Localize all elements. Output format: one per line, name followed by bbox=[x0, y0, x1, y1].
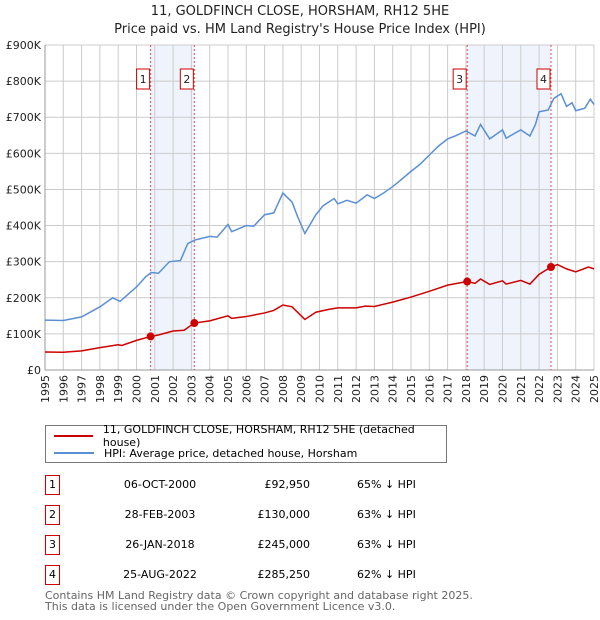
sale-point bbox=[546, 262, 555, 271]
y-tick-label: £400K bbox=[6, 220, 42, 233]
shaded-range bbox=[467, 45, 551, 370]
x-tick-label: 2006 bbox=[240, 375, 253, 403]
chart-title: 11, GOLDFINCH CLOSE, HORSHAM, RH12 5HE bbox=[150, 4, 450, 19]
series-line-property bbox=[44, 263, 595, 354]
x-tick-label: 2021 bbox=[515, 375, 528, 403]
x-tick-label: 2013 bbox=[368, 375, 381, 403]
legend-label: 11, GOLDFINCH CLOSE, HORSHAM, RH12 5HE (… bbox=[102, 423, 415, 449]
x-tick-label: 2018 bbox=[460, 375, 473, 403]
legend: 11, GOLDFINCH CLOSE, HORSHAM, RH12 5HE (… bbox=[45, 423, 447, 463]
sale-hpi-diff: 62% ↓ HPI bbox=[357, 568, 416, 581]
x-tick-label: 1998 bbox=[94, 375, 107, 403]
y-tick-label: £600K bbox=[6, 147, 42, 160]
y-tick-label: £900K bbox=[6, 39, 42, 52]
x-tick-label: 2007 bbox=[259, 375, 272, 403]
sale-marker-box bbox=[179, 68, 194, 90]
sale-marker-number: 1 bbox=[140, 73, 147, 86]
sale-date: 28-FEB-2003 bbox=[124, 508, 196, 521]
y-tick-label: £300K bbox=[6, 256, 42, 269]
x-tick-label: 2025 bbox=[588, 375, 600, 403]
sale-number: 2 bbox=[45, 505, 60, 525]
x-tick-label: 2016 bbox=[423, 375, 436, 403]
legend-item-property: 11, GOLDFINCH CLOSE, HORSHAM, RH12 5HE (… bbox=[54, 423, 446, 449]
x-tick-label: 2009 bbox=[295, 375, 308, 403]
sale-date: 25-AUG-2022 bbox=[123, 568, 197, 581]
series-line-hpi bbox=[44, 92, 595, 322]
x-tick-label: 2014 bbox=[387, 375, 400, 403]
sale-marker-box bbox=[536, 68, 551, 90]
table-row: 2 28-FEB-2003 £130,000 63% ↓ HPI bbox=[45, 505, 465, 525]
x-tick-label: 2012 bbox=[350, 375, 363, 403]
sale-date: 26-JAN-2018 bbox=[125, 538, 195, 551]
x-tick-label: 2022 bbox=[533, 375, 546, 403]
x-tick-label: 2023 bbox=[551, 375, 564, 403]
x-tick-label: 2017 bbox=[442, 375, 455, 403]
sale-marker-number: 2 bbox=[183, 73, 190, 86]
footer: Contains HM Land Registry data © Crown c… bbox=[45, 590, 473, 612]
y-tick-label: £200K bbox=[6, 292, 42, 305]
y-tick-label: £100K bbox=[6, 328, 42, 341]
x-tick-label: 2005 bbox=[222, 375, 235, 403]
table-row: 3 26-JAN-2018 £245,000 63% ↓ HPI bbox=[45, 535, 465, 555]
chart-subtitle: Price paid vs. HM Land Registry's House … bbox=[114, 22, 486, 37]
shaded-range bbox=[150, 45, 195, 370]
sale-marker-box bbox=[136, 68, 151, 90]
sale-marker-number: 3 bbox=[456, 73, 463, 86]
y-tick-label: £800K bbox=[6, 75, 42, 88]
x-tick-label: 2010 bbox=[314, 375, 327, 403]
sale-point bbox=[190, 319, 199, 328]
sale-hpi-diff: 63% ↓ HPI bbox=[357, 508, 416, 521]
x-tick-label: 2000 bbox=[131, 375, 144, 403]
y-tick-label: £700K bbox=[6, 111, 42, 124]
sale-point bbox=[463, 277, 472, 286]
legend-swatch-red bbox=[54, 435, 93, 437]
legend-swatch-blue bbox=[54, 452, 94, 454]
footer-copyright: Contains HM Land Registry data © Crown c… bbox=[45, 589, 473, 602]
x-tick-label: 2003 bbox=[185, 375, 198, 403]
sale-hpi-diff: 63% ↓ HPI bbox=[357, 538, 416, 551]
x-tick-label: 2020 bbox=[497, 375, 510, 403]
table-row: 1 06-OCT-2000 £92,950 65% ↓ HPI bbox=[45, 475, 465, 495]
x-tick-label: 2008 bbox=[277, 375, 290, 403]
y-tick-label: £500K bbox=[6, 183, 42, 196]
x-tick-label: 2002 bbox=[167, 375, 180, 403]
sale-price: £285,250 bbox=[257, 568, 311, 581]
x-tick-label: 1995 bbox=[39, 375, 52, 403]
sale-number: 1 bbox=[45, 475, 60, 495]
sale-price: £130,000 bbox=[257, 508, 311, 521]
price-chart: 1995 1996 1997 1998 1999 2000 2001 2002 2003 2004… bbox=[6, 39, 600, 403]
legend-item-hpi: HPI: Average price, detached house, Hors… bbox=[54, 445, 357, 461]
footer-licence: This data is licensed under the Open Gov… bbox=[45, 600, 396, 613]
x-tick-label: 2019 bbox=[478, 375, 491, 403]
x-tick-label: 1996 bbox=[57, 375, 70, 403]
x-tick-label: 2011 bbox=[332, 375, 345, 403]
sale-number: 3 bbox=[45, 535, 60, 555]
sale-hpi-diff: 65% ↓ HPI bbox=[357, 478, 416, 491]
sale-price: £245,000 bbox=[257, 538, 311, 551]
sale-marker-number: 4 bbox=[540, 73, 547, 86]
x-tick-label: 1997 bbox=[76, 375, 89, 403]
sale-date: 06-OCT-2000 bbox=[123, 478, 197, 491]
legend-label: HPI: Average price, detached house, Hors… bbox=[104, 446, 358, 460]
x-tick-label: 2015 bbox=[405, 375, 418, 403]
sale-marker-box bbox=[452, 68, 467, 90]
x-tick-label: 2004 bbox=[204, 375, 217, 403]
y-tick-label: £0 bbox=[27, 364, 41, 377]
sale-number: 4 bbox=[45, 565, 60, 585]
x-tick-label: 2024 bbox=[570, 375, 583, 403]
sale-price: £92,950 bbox=[264, 478, 311, 491]
x-tick-label: 1999 bbox=[112, 375, 125, 403]
table-row: 4 25-AUG-2022 £285,250 62% ↓ HPI bbox=[45, 565, 465, 585]
x-tick-label: 2001 bbox=[149, 375, 162, 403]
sale-point bbox=[146, 332, 155, 341]
